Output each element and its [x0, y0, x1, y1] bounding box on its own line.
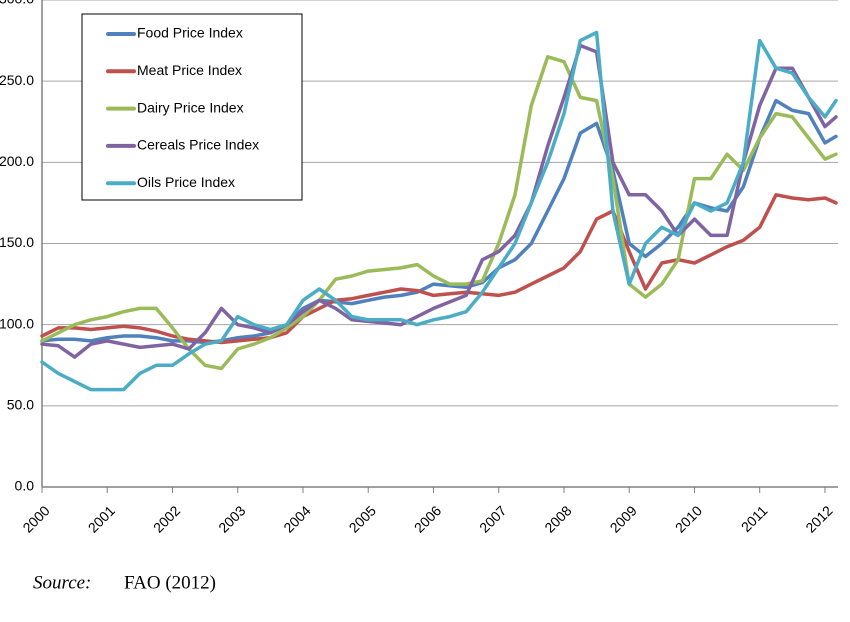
- legend-label: Oils Price Index: [137, 174, 235, 190]
- x-tick-label: 2005: [346, 502, 379, 535]
- y-tick-label: 200.0: [0, 153, 34, 169]
- y-tick-label: 0.0: [15, 478, 35, 494]
- x-tick-label: 2003: [215, 502, 248, 535]
- x-tick-label: 2000: [19, 502, 52, 535]
- series-line: [40, 55, 838, 371]
- x-tick-label: 2006: [411, 502, 444, 535]
- legend-label: Dairy Price Index: [137, 99, 244, 115]
- legend-label: Cereals Price Index: [137, 137, 259, 153]
- legend: Food Price Index Meat Price Index Dairy Pr…: [81, 13, 303, 201]
- x-tick-label: 2008: [541, 502, 574, 535]
- series-line: [40, 98, 838, 345]
- x-tick-label: 2001: [85, 502, 118, 535]
- x-tick-label: 2002: [150, 502, 183, 535]
- series-line: [40, 193, 838, 345]
- legend-label: Food Price Index: [137, 25, 243, 41]
- y-tick-label: 300.0: [0, 0, 34, 7]
- series-line: [40, 30, 838, 392]
- y-tick-label: 50.0: [7, 397, 34, 413]
- x-tick-label: 2009: [607, 502, 640, 535]
- x-tick-label: 2011: [738, 502, 771, 535]
- y-tick-label: 250.0: [0, 72, 34, 88]
- x-tick-label: 2012: [802, 502, 835, 535]
- y-tick-label: 100.0: [0, 315, 34, 331]
- series-line: [40, 43, 838, 359]
- legend-label: Meat Price Index: [137, 62, 242, 78]
- x-tick-label: 2007: [476, 502, 509, 535]
- x-tick-label: 2010: [672, 502, 705, 535]
- source: FAO (2012): [124, 572, 216, 593]
- x-tick-label: 2004: [280, 502, 313, 535]
- source-label: Source:: [33, 572, 91, 593]
- y-tick-label: 150.0: [0, 234, 34, 250]
